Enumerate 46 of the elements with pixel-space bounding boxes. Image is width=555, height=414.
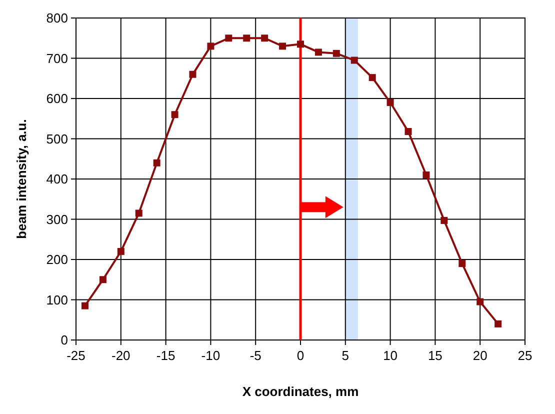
y-tick-label: 100 (46, 292, 68, 308)
point (207, 42, 214, 50)
y-tick-label: 800 (46, 10, 68, 26)
point (225, 34, 232, 42)
x-tick-label: -25 (66, 348, 86, 363)
point (99, 276, 106, 284)
point (297, 40, 304, 48)
x-tick-label: 5 (342, 348, 350, 363)
y-tick-label: 600 (46, 91, 68, 106)
point (476, 298, 484, 306)
x-tick-label: -15 (156, 348, 176, 363)
y-axis-title: beam intensity, a.u. (14, 119, 29, 239)
point (243, 34, 250, 42)
y-tick-label: 500 (46, 131, 68, 146)
y-tick-label: 300 (46, 212, 68, 227)
y-tick-label: 700 (46, 50, 68, 66)
x-axis-title: X coordinates, mm (242, 384, 359, 399)
point (404, 128, 412, 136)
x-tick-label: -10 (201, 348, 220, 363)
point (386, 99, 394, 106)
point (117, 248, 124, 255)
point (458, 260, 466, 268)
point (332, 50, 340, 57)
x-tick-label: 25 (518, 348, 532, 363)
point (494, 320, 502, 328)
y-tick-label: 400 (46, 172, 68, 186)
point (189, 70, 196, 78)
point (368, 74, 376, 82)
point (171, 111, 178, 118)
y-tick-label: 200 (46, 252, 68, 267)
point (279, 42, 286, 50)
point (153, 159, 160, 166)
point (314, 48, 322, 56)
x-tick-label: 0 (296, 348, 304, 363)
x-tick-label: -20 (112, 348, 130, 363)
point (261, 34, 268, 42)
x-tick-label: 20 (472, 348, 488, 363)
point (350, 56, 358, 64)
x-tick-label: 15 (428, 348, 442, 363)
point (135, 210, 142, 217)
point (81, 302, 88, 310)
x-tick-label: -5 (250, 348, 262, 363)
point (440, 216, 448, 224)
x-tick-label: 10 (383, 348, 398, 363)
y-tick-label: 0 (60, 332, 68, 348)
point (422, 171, 430, 178)
